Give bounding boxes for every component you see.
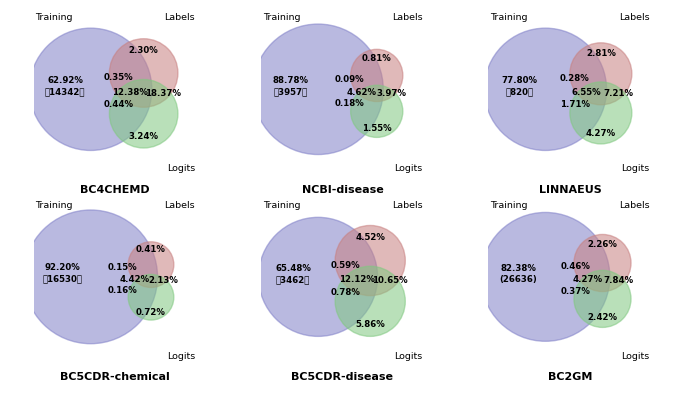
Text: Training: Training [262, 201, 300, 210]
Text: 92.20%
（16530）: 92.20% （16530） [42, 264, 83, 284]
Text: Labels: Labels [619, 201, 650, 210]
Circle shape [110, 80, 178, 148]
Text: 4.27%: 4.27% [586, 128, 616, 138]
Text: Training: Training [35, 201, 73, 210]
Text: LINNAEUS: LINNAEUS [538, 185, 601, 195]
Text: 12.38%: 12.38% [112, 87, 148, 97]
Text: 0.37%: 0.37% [560, 286, 590, 296]
Text: 6.55%: 6.55% [572, 87, 601, 97]
Text: Labels: Labels [619, 13, 650, 22]
Text: 5.86%: 5.86% [356, 320, 385, 329]
Text: Logits: Logits [394, 352, 423, 361]
Circle shape [351, 49, 403, 102]
Text: 1.71%: 1.71% [560, 100, 590, 109]
Text: 18.37%: 18.37% [145, 89, 181, 98]
Circle shape [351, 85, 403, 138]
Text: 0.78%: 0.78% [331, 288, 361, 297]
Text: 0.41%: 0.41% [136, 245, 166, 254]
Circle shape [574, 270, 631, 327]
Circle shape [574, 234, 631, 292]
Text: 4.27%: 4.27% [573, 275, 603, 284]
Text: 3.24%: 3.24% [129, 132, 159, 141]
Circle shape [253, 24, 384, 154]
Text: 0.46%: 0.46% [560, 262, 590, 271]
Circle shape [570, 82, 632, 144]
Text: Logits: Logits [166, 352, 195, 361]
Text: 82.38%
(26636): 82.38% (26636) [499, 264, 537, 284]
Text: 65.48%
（3462）: 65.48% （3462） [275, 264, 311, 284]
Text: BC4CHEMD: BC4CHEMD [80, 185, 150, 195]
Text: Logits: Logits [166, 164, 195, 173]
Text: 1.55%: 1.55% [362, 124, 392, 133]
Text: 0.18%: 0.18% [334, 99, 364, 108]
Circle shape [29, 28, 152, 151]
Text: Labels: Labels [392, 13, 423, 22]
Circle shape [335, 266, 406, 336]
Text: NCBI-disease: NCBI-disease [301, 185, 384, 195]
Text: Training: Training [490, 201, 527, 210]
Text: BC5CDR-disease: BC5CDR-disease [292, 372, 393, 382]
Text: 7.21%: 7.21% [603, 89, 633, 98]
Text: 2.13%: 2.13% [149, 277, 179, 285]
Text: 2.26%: 2.26% [588, 240, 617, 249]
Circle shape [128, 242, 174, 288]
Text: 7.84%: 7.84% [603, 277, 634, 285]
Text: 4.52%: 4.52% [356, 233, 385, 242]
Text: 0.15%: 0.15% [108, 263, 137, 272]
Text: 0.09%: 0.09% [334, 74, 364, 84]
Text: 0.16%: 0.16% [108, 286, 137, 295]
Text: 4.62%: 4.62% [346, 87, 376, 97]
Text: Training: Training [262, 13, 300, 22]
Text: 0.81%: 0.81% [362, 54, 392, 63]
Text: Logits: Logits [394, 164, 423, 173]
Circle shape [481, 212, 610, 341]
Text: Logits: Logits [621, 164, 650, 173]
Text: 88.78%
（3957）: 88.78% （3957） [273, 76, 309, 96]
Circle shape [484, 28, 607, 151]
Text: 62.92%
（14342）: 62.92% （14342） [45, 76, 85, 96]
Text: Training: Training [490, 13, 527, 22]
Text: 77.80%
（820）: 77.80% （820） [501, 76, 538, 96]
Circle shape [570, 43, 632, 105]
Text: 0.28%: 0.28% [560, 74, 590, 83]
Text: Labels: Labels [164, 201, 195, 210]
Text: 10.65%: 10.65% [372, 277, 408, 285]
Text: 0.44%: 0.44% [104, 100, 134, 109]
Circle shape [110, 39, 178, 107]
Text: 0.35%: 0.35% [104, 73, 134, 82]
Text: 2.81%: 2.81% [586, 49, 616, 58]
Text: Training: Training [35, 13, 73, 22]
Text: 2.42%: 2.42% [588, 313, 617, 322]
Circle shape [24, 210, 158, 344]
Text: 4.42%: 4.42% [120, 275, 150, 284]
Circle shape [335, 225, 406, 296]
Text: 0.72%: 0.72% [136, 308, 166, 317]
Text: Logits: Logits [621, 352, 650, 361]
Circle shape [258, 217, 377, 336]
Text: 3.97%: 3.97% [376, 89, 406, 98]
Circle shape [128, 274, 174, 320]
Text: 12.12%: 12.12% [339, 275, 375, 284]
Text: BC5CDR-chemical: BC5CDR-chemical [60, 372, 170, 382]
Text: BC2GM: BC2GM [548, 372, 592, 382]
Text: 2.30%: 2.30% [129, 46, 158, 55]
Text: 0.59%: 0.59% [331, 261, 360, 270]
Text: Labels: Labels [164, 13, 195, 22]
Text: Labels: Labels [392, 201, 423, 210]
